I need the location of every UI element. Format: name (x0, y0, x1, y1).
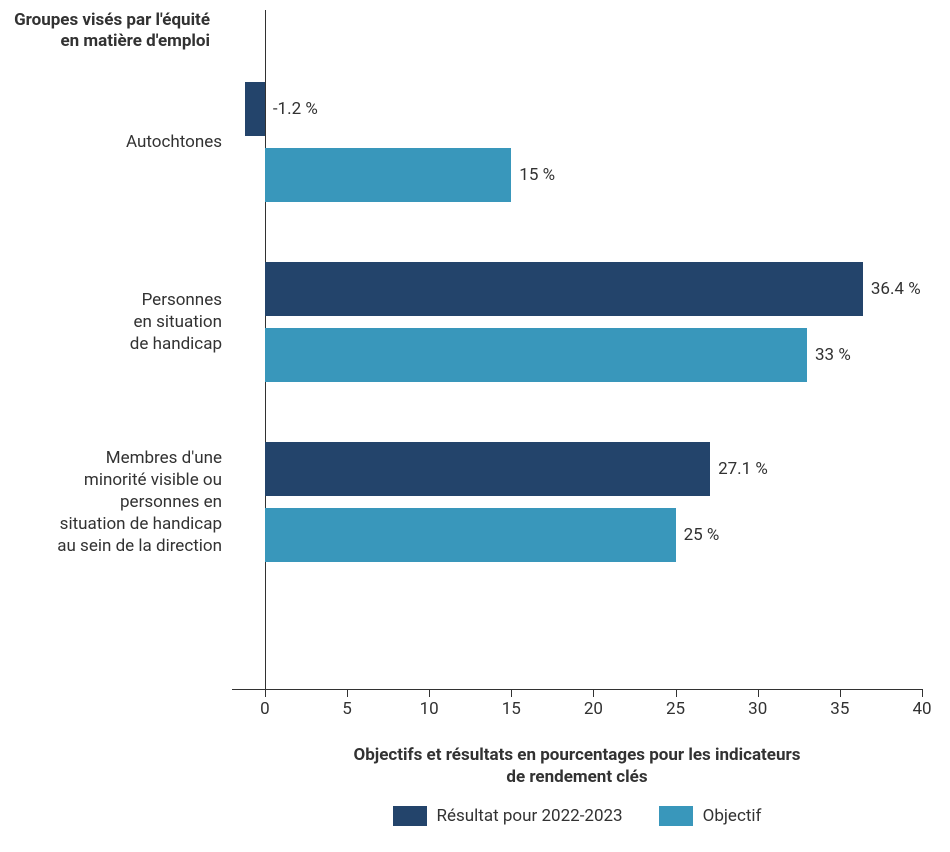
x-tick (347, 689, 348, 697)
legend-label: Objectif (703, 806, 762, 826)
legend-label: Résultat pour 2022-2023 (437, 806, 623, 826)
legend-item-result: Résultat pour 2022-2023 (393, 806, 623, 826)
x-tick (511, 689, 512, 697)
x-tick-label: 40 (912, 699, 931, 719)
category-label: Personnesen situationde handicap (12, 289, 222, 355)
bar-label-target: 25 % (684, 508, 720, 562)
bar-result (245, 82, 265, 136)
category-label: Membres d'uneminorité visible oupersonne… (12, 447, 222, 557)
x-tick (676, 689, 677, 697)
bar-label-result: 36.4 % (871, 262, 921, 316)
x-tick-label: 15 (502, 699, 521, 719)
y-axis-title: Groupes visés par l'équité en matière d'… (10, 10, 210, 53)
x-axis-title: Objectifs et résultats en pourcentages p… (232, 744, 922, 788)
x-tick-label: 0 (260, 699, 270, 719)
legend-swatch (393, 806, 427, 826)
bar-target (265, 508, 676, 562)
x-tick-label: 25 (666, 699, 685, 719)
x-tick (922, 689, 923, 697)
bar-label-result: -1.2 % (273, 82, 318, 136)
bar-target (265, 328, 807, 382)
legend-item-target: Objectif (659, 806, 762, 826)
x-tick (429, 689, 430, 697)
x-tick-label: 20 (584, 699, 603, 719)
bar-result (265, 442, 710, 496)
bar-label-target: 33 % (815, 328, 851, 382)
bar-label-result: 27.1 % (718, 442, 768, 496)
x-tick (593, 689, 594, 697)
legend: Résultat pour 2022-2023 Objectif (232, 806, 922, 830)
bar-result (265, 262, 863, 316)
x-tick (840, 689, 841, 697)
x-tick-label: 5 (342, 699, 352, 719)
x-tick-label: 30 (748, 699, 767, 719)
x-tick-label: 35 (830, 699, 849, 719)
category-label: Autochtones (12, 131, 222, 153)
plot-area: 0510152025303540-1.2 %15 %36.4 %33 %27.1… (232, 10, 922, 690)
legend-swatch (659, 806, 693, 826)
bar-label-target: 15 % (519, 148, 555, 202)
x-tick (758, 689, 759, 697)
bar-target (265, 148, 511, 202)
x-tick (265, 689, 266, 697)
x-tick-label: 10 (420, 699, 439, 719)
equity-chart: Groupes visés par l'équité en matière d'… (0, 0, 950, 852)
